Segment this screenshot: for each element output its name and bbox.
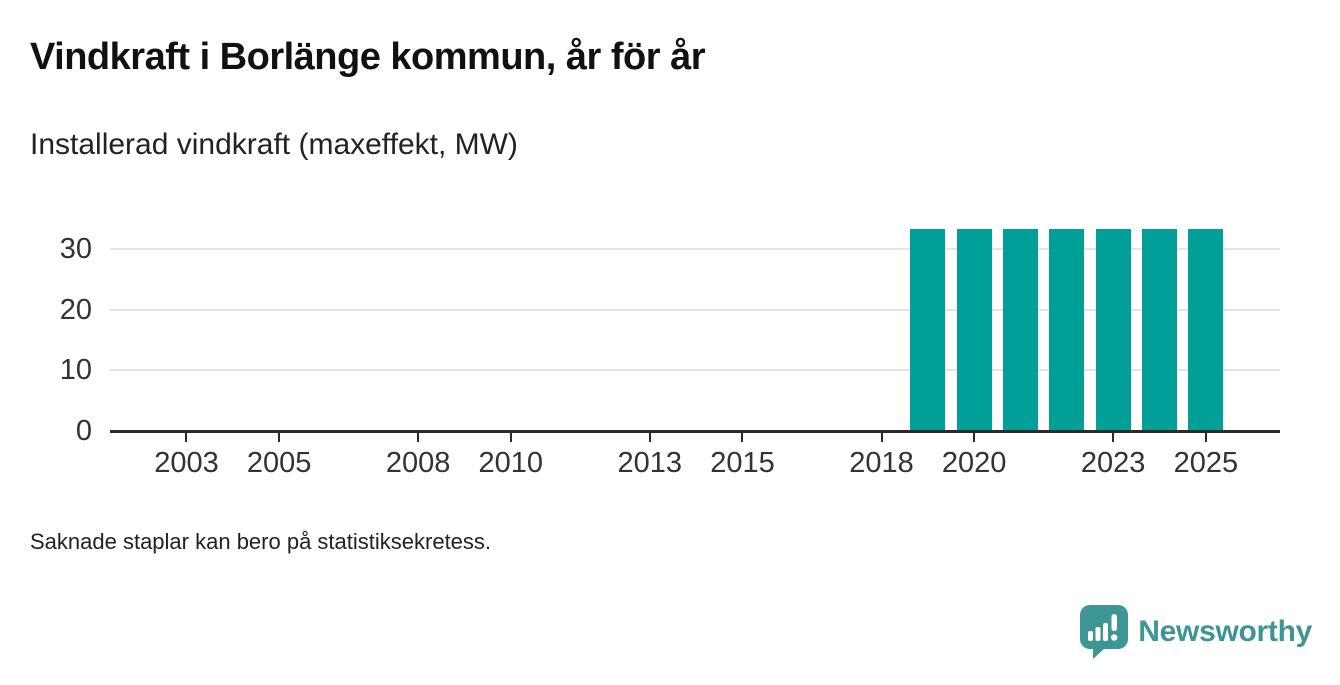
x-tick-2008: [417, 433, 420, 442]
y-tick-label-20: 20: [59, 293, 92, 326]
logo-exclamation-dot: [1111, 634, 1118, 641]
bar-2023: [1095, 228, 1131, 431]
y-tick-label-30: 30: [59, 233, 92, 266]
brand-name: Newsworthy: [1138, 615, 1312, 648]
plot-area: 0 10 20 30 2003 2005 2008 2010 2013 2015 2018 2020 2…: [60, 210, 1280, 479]
x-tick-2018: [880, 433, 883, 442]
x-tick-label-2013: 2013: [617, 447, 683, 479]
bar-2019: [910, 228, 946, 431]
x-tick-2005: [278, 433, 281, 442]
brand-logo: Newsworthy: [1080, 605, 1312, 659]
bar-2020: [956, 228, 992, 431]
gridline-30: [110, 248, 1280, 251]
x-tick-label-2005: 2005: [246, 447, 312, 479]
x-tick-label-2018: 2018: [849, 447, 914, 479]
gridline-20: [110, 308, 1280, 311]
x-tick-2003: [185, 433, 188, 442]
chart-subtitle: Installerad vindkraft (maxeffekt, MW): [30, 128, 518, 161]
logo-exclamation-stem: [1111, 614, 1118, 631]
x-tick-2020: [973, 433, 976, 442]
x-tick-label-2003: 2003: [154, 447, 219, 479]
x-tick-2025: [1204, 433, 1207, 442]
logo-bar-1: [1088, 631, 1094, 641]
bar-2022: [1049, 228, 1085, 431]
x-tick-2010: [509, 433, 512, 442]
y-tick-label-0: 0: [75, 415, 92, 447]
chart-title: Vindkraft i Borlänge kommun, år för år: [30, 36, 706, 78]
x-tick-2013: [648, 433, 651, 442]
x-tick-label-2025: 2025: [1173, 447, 1239, 479]
x-tick-label-2015: 2015: [710, 447, 775, 479]
bar-2021: [1003, 228, 1038, 431]
x-tick-label-2010: 2010: [478, 447, 544, 479]
newsworthy-logo-icon: [1080, 605, 1129, 659]
logo-bar-3: [1103, 623, 1109, 641]
gridline-10: [110, 369, 1280, 372]
x-tick-2023: [1112, 433, 1115, 442]
footnote: Saknade staplar kan bero på statistiksek…: [30, 529, 492, 554]
x-tick-label-2023: 2023: [1080, 447, 1146, 479]
x-tick-2015: [741, 433, 744, 442]
logo-bar-2: [1095, 627, 1101, 641]
x-tick-label-2020: 2020: [941, 447, 1007, 479]
bar-2025: [1188, 228, 1224, 431]
x-tick-label-2008: 2008: [385, 447, 451, 479]
y-tick-label-10: 10: [59, 354, 92, 387]
x-axis-line: [110, 430, 1280, 433]
bar-2024: [1142, 228, 1178, 431]
